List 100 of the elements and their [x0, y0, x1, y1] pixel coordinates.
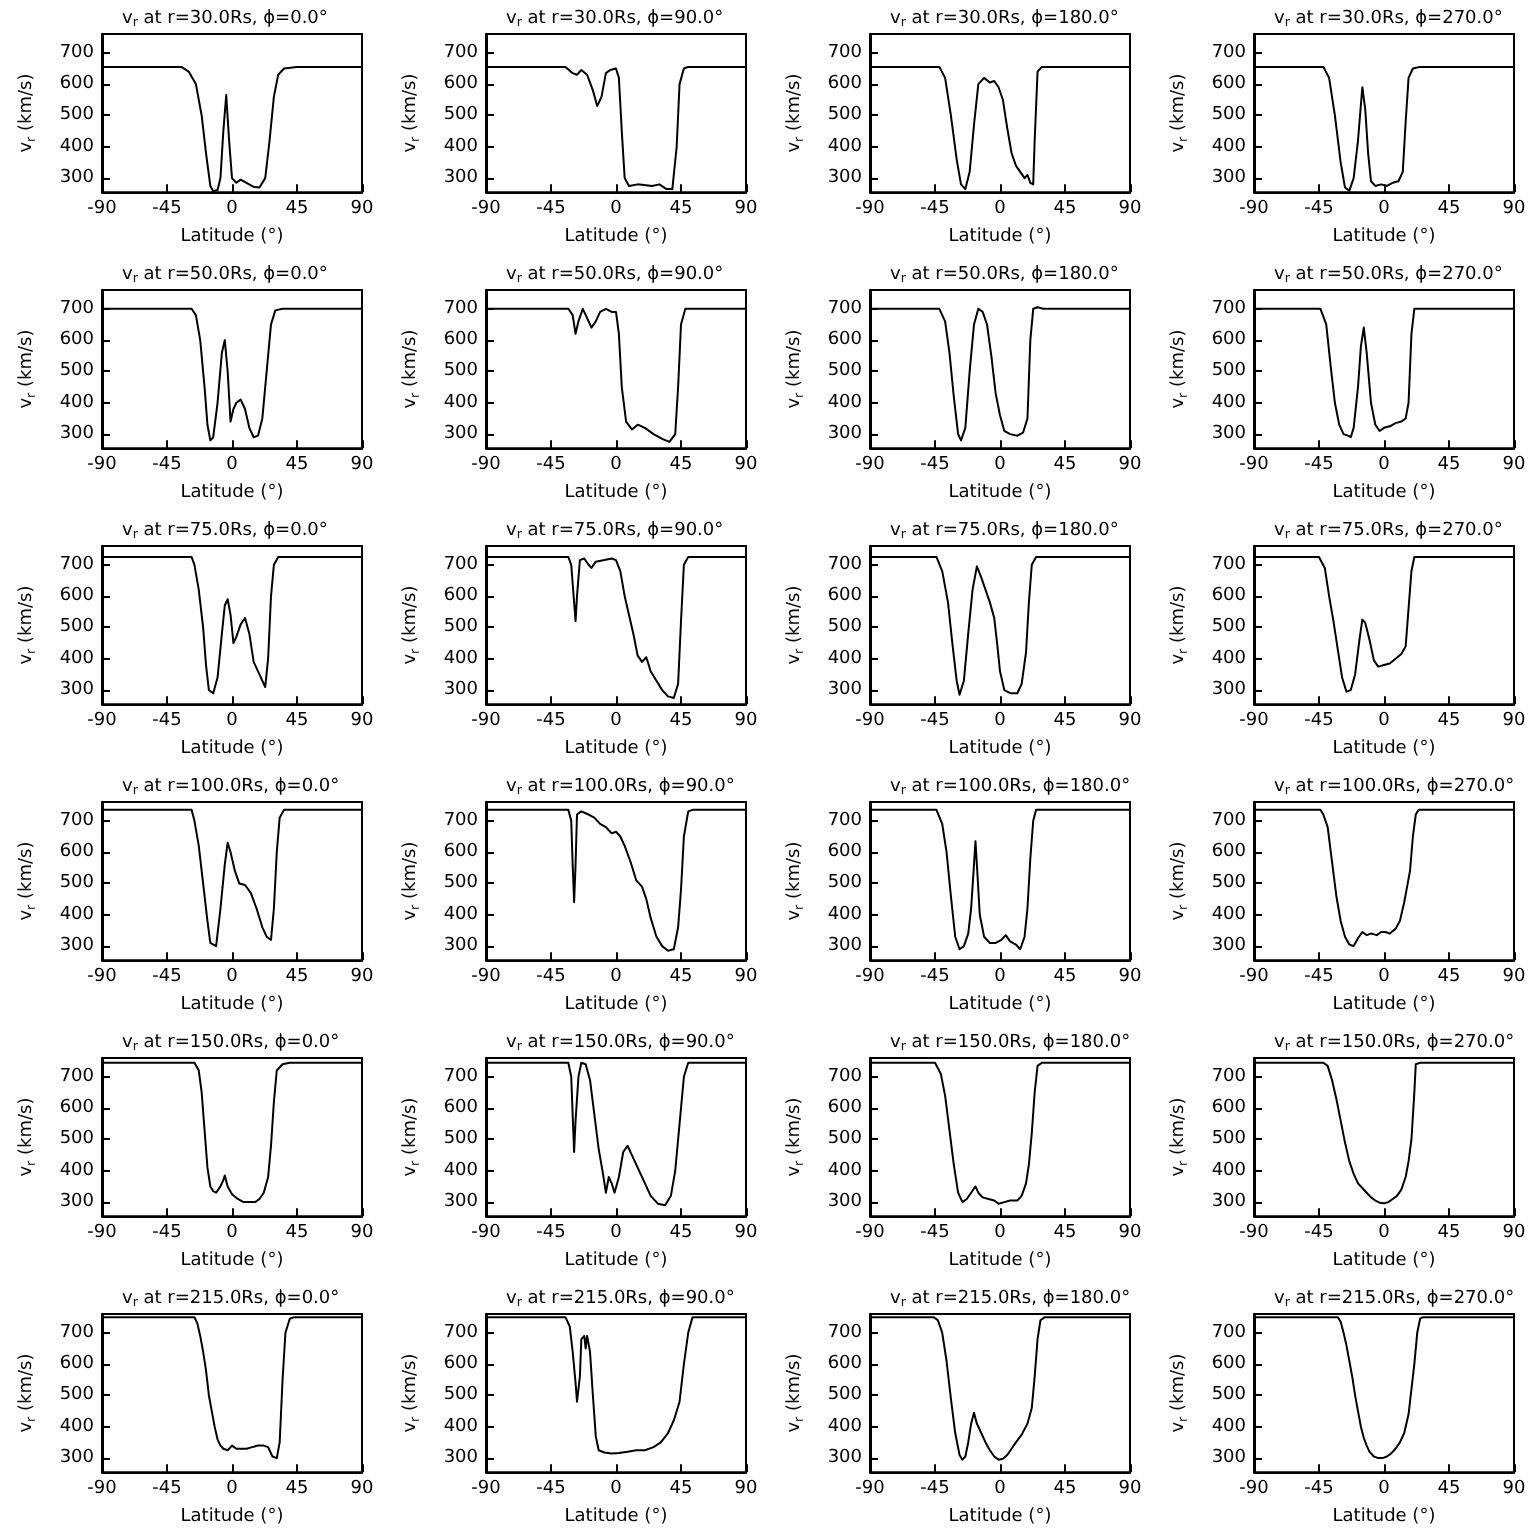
y-tick-label: 700: [443, 554, 479, 575]
y-tick-label: 400: [827, 392, 863, 413]
y-tick-label: 300: [59, 680, 95, 701]
x-tick-label: -45: [536, 1223, 566, 1244]
x-tick-label: -45: [920, 455, 950, 476]
x-tick-label: 0: [994, 711, 1007, 732]
x-tick-label: 45: [669, 1479, 693, 1500]
x-tick-label: 45: [1053, 967, 1077, 988]
y-tick-label: 600: [827, 842, 863, 863]
y-tick-label: 500: [1211, 105, 1247, 126]
y-tick-label: 600: [443, 74, 479, 95]
x-tick-label: 90: [1502, 967, 1526, 988]
y-tick-label: 600: [827, 1098, 863, 1119]
x-tick-label: 0: [1378, 1479, 1391, 1500]
y-tick-label: 500: [827, 873, 863, 894]
x-tick-label: 0: [226, 199, 239, 220]
y-tick-label: 500: [443, 617, 479, 638]
y-tick-label: 500: [1211, 361, 1247, 382]
y-tick-label: 600: [443, 1098, 479, 1119]
x-tick-label: -90: [1239, 455, 1270, 476]
x-tick-label: 90: [1118, 967, 1142, 988]
y-tick-label: 600: [827, 330, 863, 351]
y-tick-label: 700: [1211, 810, 1247, 831]
x-tick-label: 90: [350, 199, 374, 220]
x-tick-label: -45: [536, 1479, 566, 1500]
x-tick-label: -45: [152, 711, 182, 732]
x-axis-title: Latitude (°): [1332, 739, 1436, 759]
x-tick-label: 45: [669, 967, 693, 988]
x-tick-label: -45: [536, 711, 566, 732]
y-tick-label: 700: [827, 554, 863, 575]
y-tick-label: 300: [443, 1192, 479, 1213]
x-axis-title: Latitude (°): [1332, 1507, 1436, 1527]
x-tick-label: -45: [152, 1479, 182, 1500]
x-tick-label: 90: [734, 199, 758, 220]
y-tick-label: 500: [827, 1385, 863, 1406]
y-tick-label: 400: [443, 904, 479, 925]
y-tick-label: 400: [1211, 904, 1247, 925]
x-tick-label: 90: [734, 711, 758, 732]
y-tick-label: 300: [1211, 168, 1247, 189]
x-tick-label: -90: [1239, 199, 1270, 220]
y-tick-label: 400: [443, 1160, 479, 1181]
x-tick-label: 45: [669, 1223, 693, 1244]
x-axis-title: Latitude (°): [564, 1507, 668, 1527]
x-tick-label: 45: [1437, 711, 1461, 732]
y-tick-label: 700: [1211, 1322, 1247, 1343]
y-tick-label: 300: [443, 680, 479, 701]
y-tick-label: 300: [443, 1448, 479, 1469]
x-tick-label: 0: [994, 455, 1007, 476]
x-tick-label: -45: [536, 455, 566, 476]
y-tick-label: 700: [443, 1066, 479, 1087]
y-tick-label: 600: [1211, 330, 1247, 351]
x-tick-label: 45: [1437, 1479, 1461, 1500]
x-axis-title: Latitude (°): [1332, 1251, 1436, 1271]
y-tick-label: 400: [59, 648, 95, 669]
line-series: [485, 808, 747, 952]
x-tick-label: 45: [669, 455, 693, 476]
x-tick-label: -90: [1239, 711, 1270, 732]
y-tick-label: 700: [1211, 1066, 1247, 1087]
x-tick-label: -90: [855, 1479, 886, 1500]
x-tick-label: 0: [226, 455, 239, 476]
y-tick-label: 600: [59, 1354, 95, 1375]
x-tick-label: 45: [285, 1479, 309, 1500]
y-tick-label: 400: [59, 904, 95, 925]
y-tick-label: 300: [827, 936, 863, 957]
x-tick-label: 90: [1118, 1479, 1142, 1500]
y-tick-label: 400: [827, 136, 863, 157]
y-tick-label: 300: [827, 680, 863, 701]
y-tick-label: 700: [59, 298, 95, 319]
y-tick-label: 600: [59, 842, 95, 863]
x-axis-title: Latitude (°): [564, 483, 668, 503]
x-tick-label: 0: [610, 1479, 623, 1500]
x-tick-label: 0: [994, 199, 1007, 220]
y-tick-label: 400: [443, 648, 479, 669]
y-tick-label: 400: [827, 1416, 863, 1437]
y-tick-label: 600: [827, 586, 863, 607]
y-tick-label: 600: [59, 586, 95, 607]
x-tick-label: -45: [536, 967, 566, 988]
y-tick-label: 700: [1211, 42, 1247, 63]
x-tick-label: 0: [994, 1223, 1007, 1244]
x-tick-label: -45: [152, 1223, 182, 1244]
x-tick-label: -90: [1239, 1223, 1270, 1244]
x-tick-label: 0: [226, 711, 239, 732]
y-tick-label: 500: [1211, 1385, 1247, 1406]
x-tick-label: -45: [1304, 1223, 1334, 1244]
y-tick-label: 500: [59, 361, 95, 382]
y-tick-label: 700: [59, 42, 95, 63]
x-tick-label: 0: [226, 1223, 239, 1244]
x-tick-label: 0: [1378, 1223, 1391, 1244]
y-tick-label: 400: [443, 136, 479, 157]
y-tick-label: 600: [59, 1098, 95, 1119]
y-tick-label: 700: [827, 810, 863, 831]
x-tick-label: 0: [610, 711, 623, 732]
y-tick-label: 700: [59, 810, 95, 831]
x-tick-label: 90: [1118, 711, 1142, 732]
y-tick-label: 300: [827, 424, 863, 445]
x-axis-title: Latitude (°): [1332, 483, 1436, 503]
y-tick-label: 600: [827, 1354, 863, 1375]
x-tick-label: 90: [1502, 199, 1526, 220]
y-tick-label: 300: [1211, 1448, 1247, 1469]
y-tick-label: 300: [443, 936, 479, 957]
